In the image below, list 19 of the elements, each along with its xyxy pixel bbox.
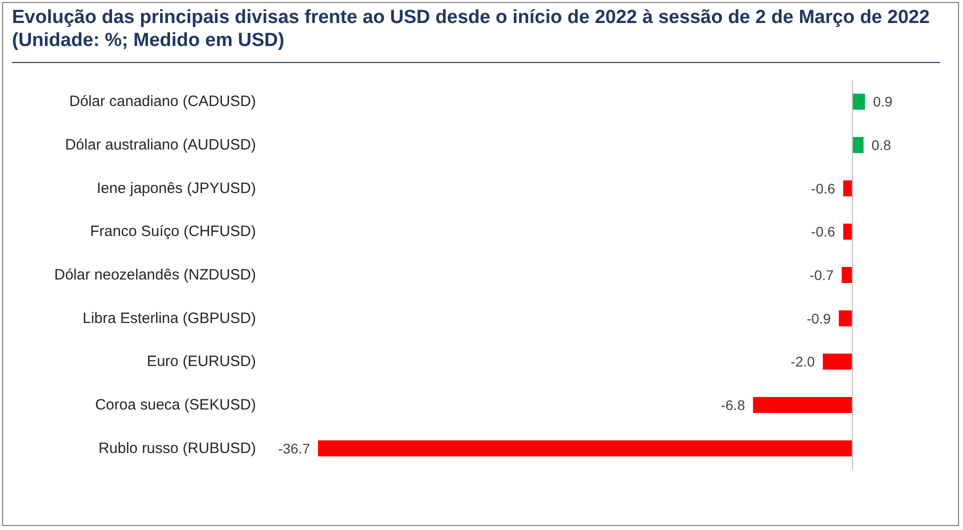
chart-title: Evolução das principais divisas frente ao USD desde o início de 2022 à sessão de 2 de Março de 2022 (Unidade: %; Medido em USD) [12,6,940,63]
y-tick-label: Franco Suíço (CHFUSD) [90,223,256,240]
y-tick-label: Rublo russo (RUBUSD) [98,440,256,457]
y-tick-label: Dólar canadiano (CADUSD) [69,93,256,110]
y-tick-label: Dólar neozelandês (NZDUSD) [54,266,256,284]
data-label: -0.9 [806,310,832,326]
data-label: -2.0 [790,354,816,370]
y-tick-label: Coroa sueca (SEKUSD) [95,396,256,414]
y-tick-label: Dólar australiano (AUDUSD) [65,136,256,154]
data-label: -0.6 [811,180,836,196]
data-label: -0.7 [810,267,834,283]
data-label: 0.8 [872,137,892,153]
y-tick-label: Iene japonês (JPYUSD) [96,180,256,197]
data-label: -0.6 [811,224,836,240]
data-label: -6.8 [720,397,746,413]
y-tick-label: Libra Esterlina (GBPUSD) [82,310,256,327]
y-tick-label: Euro (EURUSD) [146,353,256,370]
data-label: 0.9 [873,94,893,110]
data-label: -36.7 [278,440,310,456]
